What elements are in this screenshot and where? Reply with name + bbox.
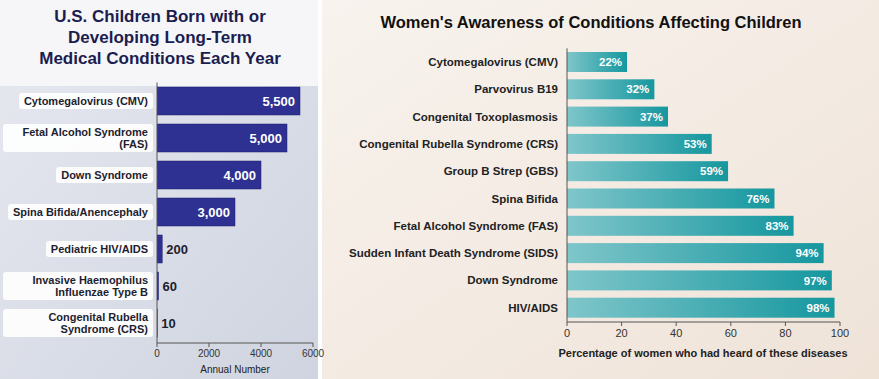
- category-label: Spina Bifida: [492, 193, 559, 205]
- data-label: 60: [163, 279, 177, 294]
- left-panel-background: [0, 0, 318, 379]
- axis-line: [567, 48, 568, 322]
- category-label: Cytomegalovirus (CMV): [428, 56, 558, 68]
- data-label: 98%: [807, 302, 830, 314]
- tick: [840, 322, 841, 326]
- axis-line: [157, 83, 158, 344]
- bar: [567, 243, 824, 263]
- data-label: 97%: [804, 275, 827, 287]
- data-label: 22%: [599, 56, 622, 68]
- category-label: Cytomegalovirus (CMV): [19, 93, 153, 109]
- tick-label: 6000: [302, 348, 325, 359]
- data-label: 10: [161, 316, 175, 331]
- category-label-box: Congenital Rubella Syndrome (CRS): [3, 306, 153, 340]
- chart-0: 0 2000 4000 6000 Annual Number 5,500 5,000 4,00…: [154, 83, 324, 376]
- bars: [567, 52, 835, 318]
- axis-line: [157, 343, 313, 344]
- tick: [730, 322, 731, 326]
- data-label: 83%: [766, 220, 789, 232]
- bar: [567, 107, 668, 127]
- tick-label: 0: [564, 327, 570, 339]
- tick-label: 4000: [250, 348, 273, 359]
- category-label: Fetal Alcohol Syndrome (FAS): [394, 220, 559, 232]
- chart-1: 0 20 40 60 80 100 Percentage of women who had …: [349, 13, 849, 359]
- category-label: Down Syndrome: [56, 167, 153, 183]
- tick-label: 20: [615, 327, 627, 339]
- bar: [157, 161, 261, 189]
- bar: [567, 189, 774, 209]
- tick: [209, 343, 210, 347]
- category-label: Fetal Alcohol Syndrome (FAS): [3, 124, 153, 152]
- tick-label: 100: [831, 327, 849, 339]
- tick-label: 40: [670, 327, 682, 339]
- axis-label: Percentage of women who had heard of the…: [558, 347, 847, 359]
- chart-title: Women's Awareness of Conditions Affectin…: [380, 13, 801, 31]
- category-label: Invasive Haemophilus Influenzae Type B: [3, 272, 153, 300]
- category-label: Down Syndrome: [467, 274, 558, 286]
- category-label-box: Spina Bifida/Anencephaly: [3, 195, 153, 229]
- data-label: 32%: [626, 83, 649, 95]
- category-label-box: Fetal Alcohol Syndrome (FAS): [3, 121, 153, 155]
- category-label: Congenital Toxoplasmosis: [413, 111, 558, 123]
- category-label: Pediatric HIV/AIDS: [46, 241, 153, 257]
- tick: [261, 343, 262, 347]
- chart-title: U.S. Children Born with or Developing Lo…: [36, 6, 284, 69]
- data-label: 5,500: [262, 94, 295, 109]
- data-label: 53%: [684, 138, 707, 150]
- category-label: Congenital Rubella Syndrome (CRS): [3, 309, 153, 337]
- data-label: 200: [166, 242, 188, 257]
- category-label: Sudden Infant Death Syndrome (SIDS): [349, 247, 558, 259]
- text-overlay: Cytomegalovirus (CMV) Fetal Alcohol Syndr…: [0, 0, 879, 379]
- bar: [157, 87, 300, 115]
- bar: [567, 270, 832, 290]
- tick-label: 2000: [198, 348, 221, 359]
- bar: [157, 124, 287, 152]
- axis-label: Annual Number: [200, 364, 270, 375]
- data-label: 76%: [746, 193, 769, 205]
- data-label: 59%: [700, 165, 723, 177]
- category-label: Spina Bifida/Anencephaly: [8, 204, 153, 220]
- page: {"chart_data": [ {"type": "bar", "orient…: [0, 0, 879, 379]
- tick: [676, 322, 677, 326]
- category-label: Parvovirus B19: [474, 83, 558, 95]
- tick: [785, 322, 786, 326]
- tick: [567, 322, 568, 326]
- tick-label: 60: [725, 327, 737, 339]
- category-label-box: Cytomegalovirus (CMV): [3, 84, 153, 118]
- data-label: 4,000: [223, 168, 256, 183]
- bar: [567, 216, 794, 236]
- bar: [157, 198, 235, 226]
- bar: [567, 298, 835, 318]
- chart-canvas: 0200040006000Annual Number5,5005,0004,00…: [0, 0, 879, 379]
- category-label-box: Invasive Haemophilus Influenzae Type B: [3, 269, 153, 303]
- bar: [567, 79, 654, 99]
- left-title-background: [0, 0, 318, 86]
- category-label: HIV/AIDS: [508, 302, 558, 314]
- tick: [621, 322, 622, 326]
- bar: [157, 235, 162, 263]
- tick-label: 80: [779, 327, 791, 339]
- data-label: 5,000: [249, 131, 282, 146]
- category-label-box: Pediatric HIV/AIDS: [3, 232, 153, 266]
- tick: [157, 343, 158, 347]
- tick-label: 0: [154, 348, 160, 359]
- right-panel-background: [322, 0, 879, 379]
- bar: [567, 134, 712, 154]
- data-label: 3,000: [197, 205, 230, 220]
- data-label: 37%: [640, 111, 663, 123]
- category-label: Group B Strep (GBS): [444, 165, 559, 177]
- data-label: 94%: [796, 247, 819, 259]
- bar: [567, 52, 627, 72]
- bar: [567, 161, 728, 181]
- category-label: Congenital Rubella Syndrome (CRS): [359, 138, 558, 150]
- bars: [157, 87, 300, 337]
- category-label-box: Down Syndrome: [3, 158, 153, 192]
- axis-line: [567, 322, 840, 323]
- tick: [313, 343, 314, 347]
